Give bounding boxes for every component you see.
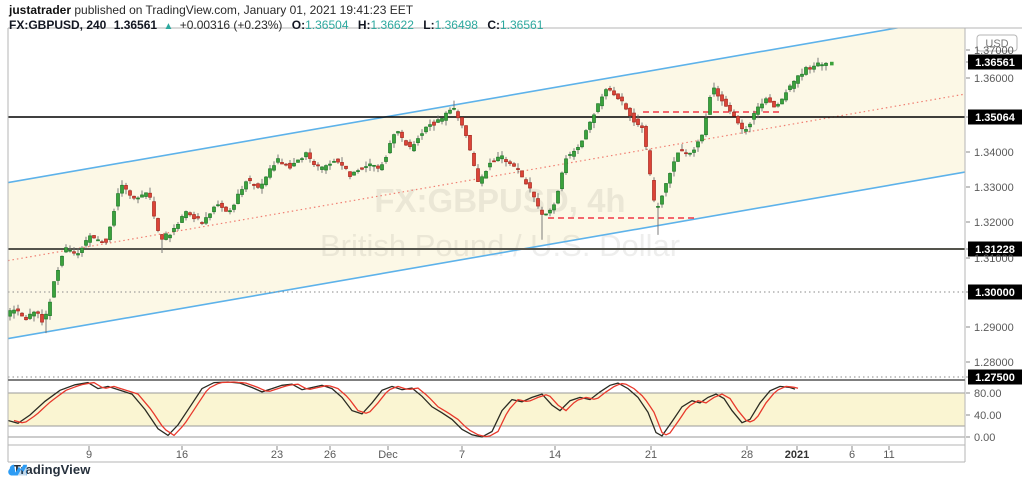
symbol-line: FX:GBPUSD, 240 1.36561 ▲ +0.00316 (+0.23… [9, 18, 543, 34]
price-axis-label: 40.00 [974, 410, 1002, 422]
price-badge [968, 109, 1022, 125]
time-axis[interactable]: 9 16 23 26 Dec 7 14 21 28 2021 6 11 [86, 446, 895, 461]
author-name: justatrader [9, 3, 72, 17]
symbol-title: FX:GBPUSD, 240 [9, 18, 107, 32]
price-axis-label: 1.36000 [974, 73, 1014, 85]
channel-upper-line[interactable] [8, 16, 965, 184]
time-axis-label: 11 [883, 449, 894, 461]
time-axis-label: 21 [645, 449, 657, 461]
publish-info: published on TradingView.com, January 01… [71, 3, 414, 17]
low-label: L: [423, 18, 435, 32]
time-axis-label: 9 [86, 449, 92, 461]
currency-label: USD [985, 38, 1008, 50]
price-badge-label: 1.31228 [975, 244, 1015, 256]
time-axis-label: Dec [378, 449, 398, 461]
price-axis-label: 0.00 [974, 432, 995, 444]
last-price-marker [830, 61, 834, 66]
price-badge-label: 1.27500 [975, 372, 1015, 384]
watermark-description: British Pound / U.S. Dollar [320, 228, 680, 263]
close-label: C: [487, 18, 500, 32]
high-label: H: [357, 18, 371, 32]
price-axis-label: 1.28000 [974, 357, 1014, 369]
price-badge [968, 369, 1022, 385]
price-axis-label: 1.29000 [974, 322, 1014, 334]
stochastic-d-line [13, 381, 799, 438]
price-badge [968, 54, 1022, 70]
time-axis-label: 16 [176, 449, 188, 461]
price-badge [968, 241, 1022, 257]
price-axis-label: 80.00 [974, 388, 1002, 400]
tradingview-logo-text: TradingView [13, 462, 91, 477]
price-badge [968, 284, 1022, 300]
low-value: 1.36498 [434, 18, 478, 32]
time-axis-label: 7 [459, 449, 465, 461]
stochastic-band-fill [8, 393, 965, 426]
price-change: +0.00316 (+0.23%) [179, 18, 283, 32]
price-axis-label: 1.37000 [974, 45, 1014, 57]
channel-lower-line[interactable] [8, 171, 965, 340]
chart-frame [7, 27, 1022, 463]
currency-pill [976, 34, 1018, 52]
close-value: 1.36561 [500, 18, 544, 32]
time-axis-label: 6 [849, 449, 855, 461]
byline: justatrader published on TradingView.com… [9, 3, 543, 17]
tradingview-logo[interactable]: TradingView [8, 462, 90, 477]
price-axis-label: 1.32000 [974, 217, 1014, 229]
watermark-symbol: FX:GBPUSD, 4h [374, 182, 625, 219]
last-price: 1.36561 [113, 18, 158, 32]
stochastic-panel[interactable] [8, 381, 965, 438]
time-axis-label: 26 [324, 449, 336, 461]
time-axis-label: 28 [741, 449, 753, 461]
time-axis-label: 14 [549, 449, 561, 461]
price-badge-label: 1.35064 [975, 112, 1016, 124]
price-badge-label: 1.36561 [975, 57, 1015, 69]
price-axis-label: 1.33000 [974, 182, 1014, 194]
tradingview-logo-icon [8, 464, 27, 476]
price-axis-label: 1.34000 [974, 147, 1014, 159]
main-panel[interactable]: FX:GBPUSD, 4h British Pound / U.S. Dollar [8, 16, 965, 378]
chart-header: justatrader published on TradingView.com… [9, 3, 543, 34]
open-label: O: [291, 18, 306, 32]
stochastic-k-line [8, 381, 796, 438]
candlesticks [8, 57, 828, 334]
high-value: 1.36622 [370, 18, 414, 32]
price-badge-label: 1.30000 [975, 287, 1015, 299]
time-axis-label: 23 [271, 449, 283, 461]
up-arrow-icon: ▲ [163, 21, 174, 32]
open-value: 1.36504 [305, 18, 349, 32]
time-axis-label: 2021 [785, 449, 809, 461]
price-axis-label: 1.31000 [974, 253, 1014, 265]
